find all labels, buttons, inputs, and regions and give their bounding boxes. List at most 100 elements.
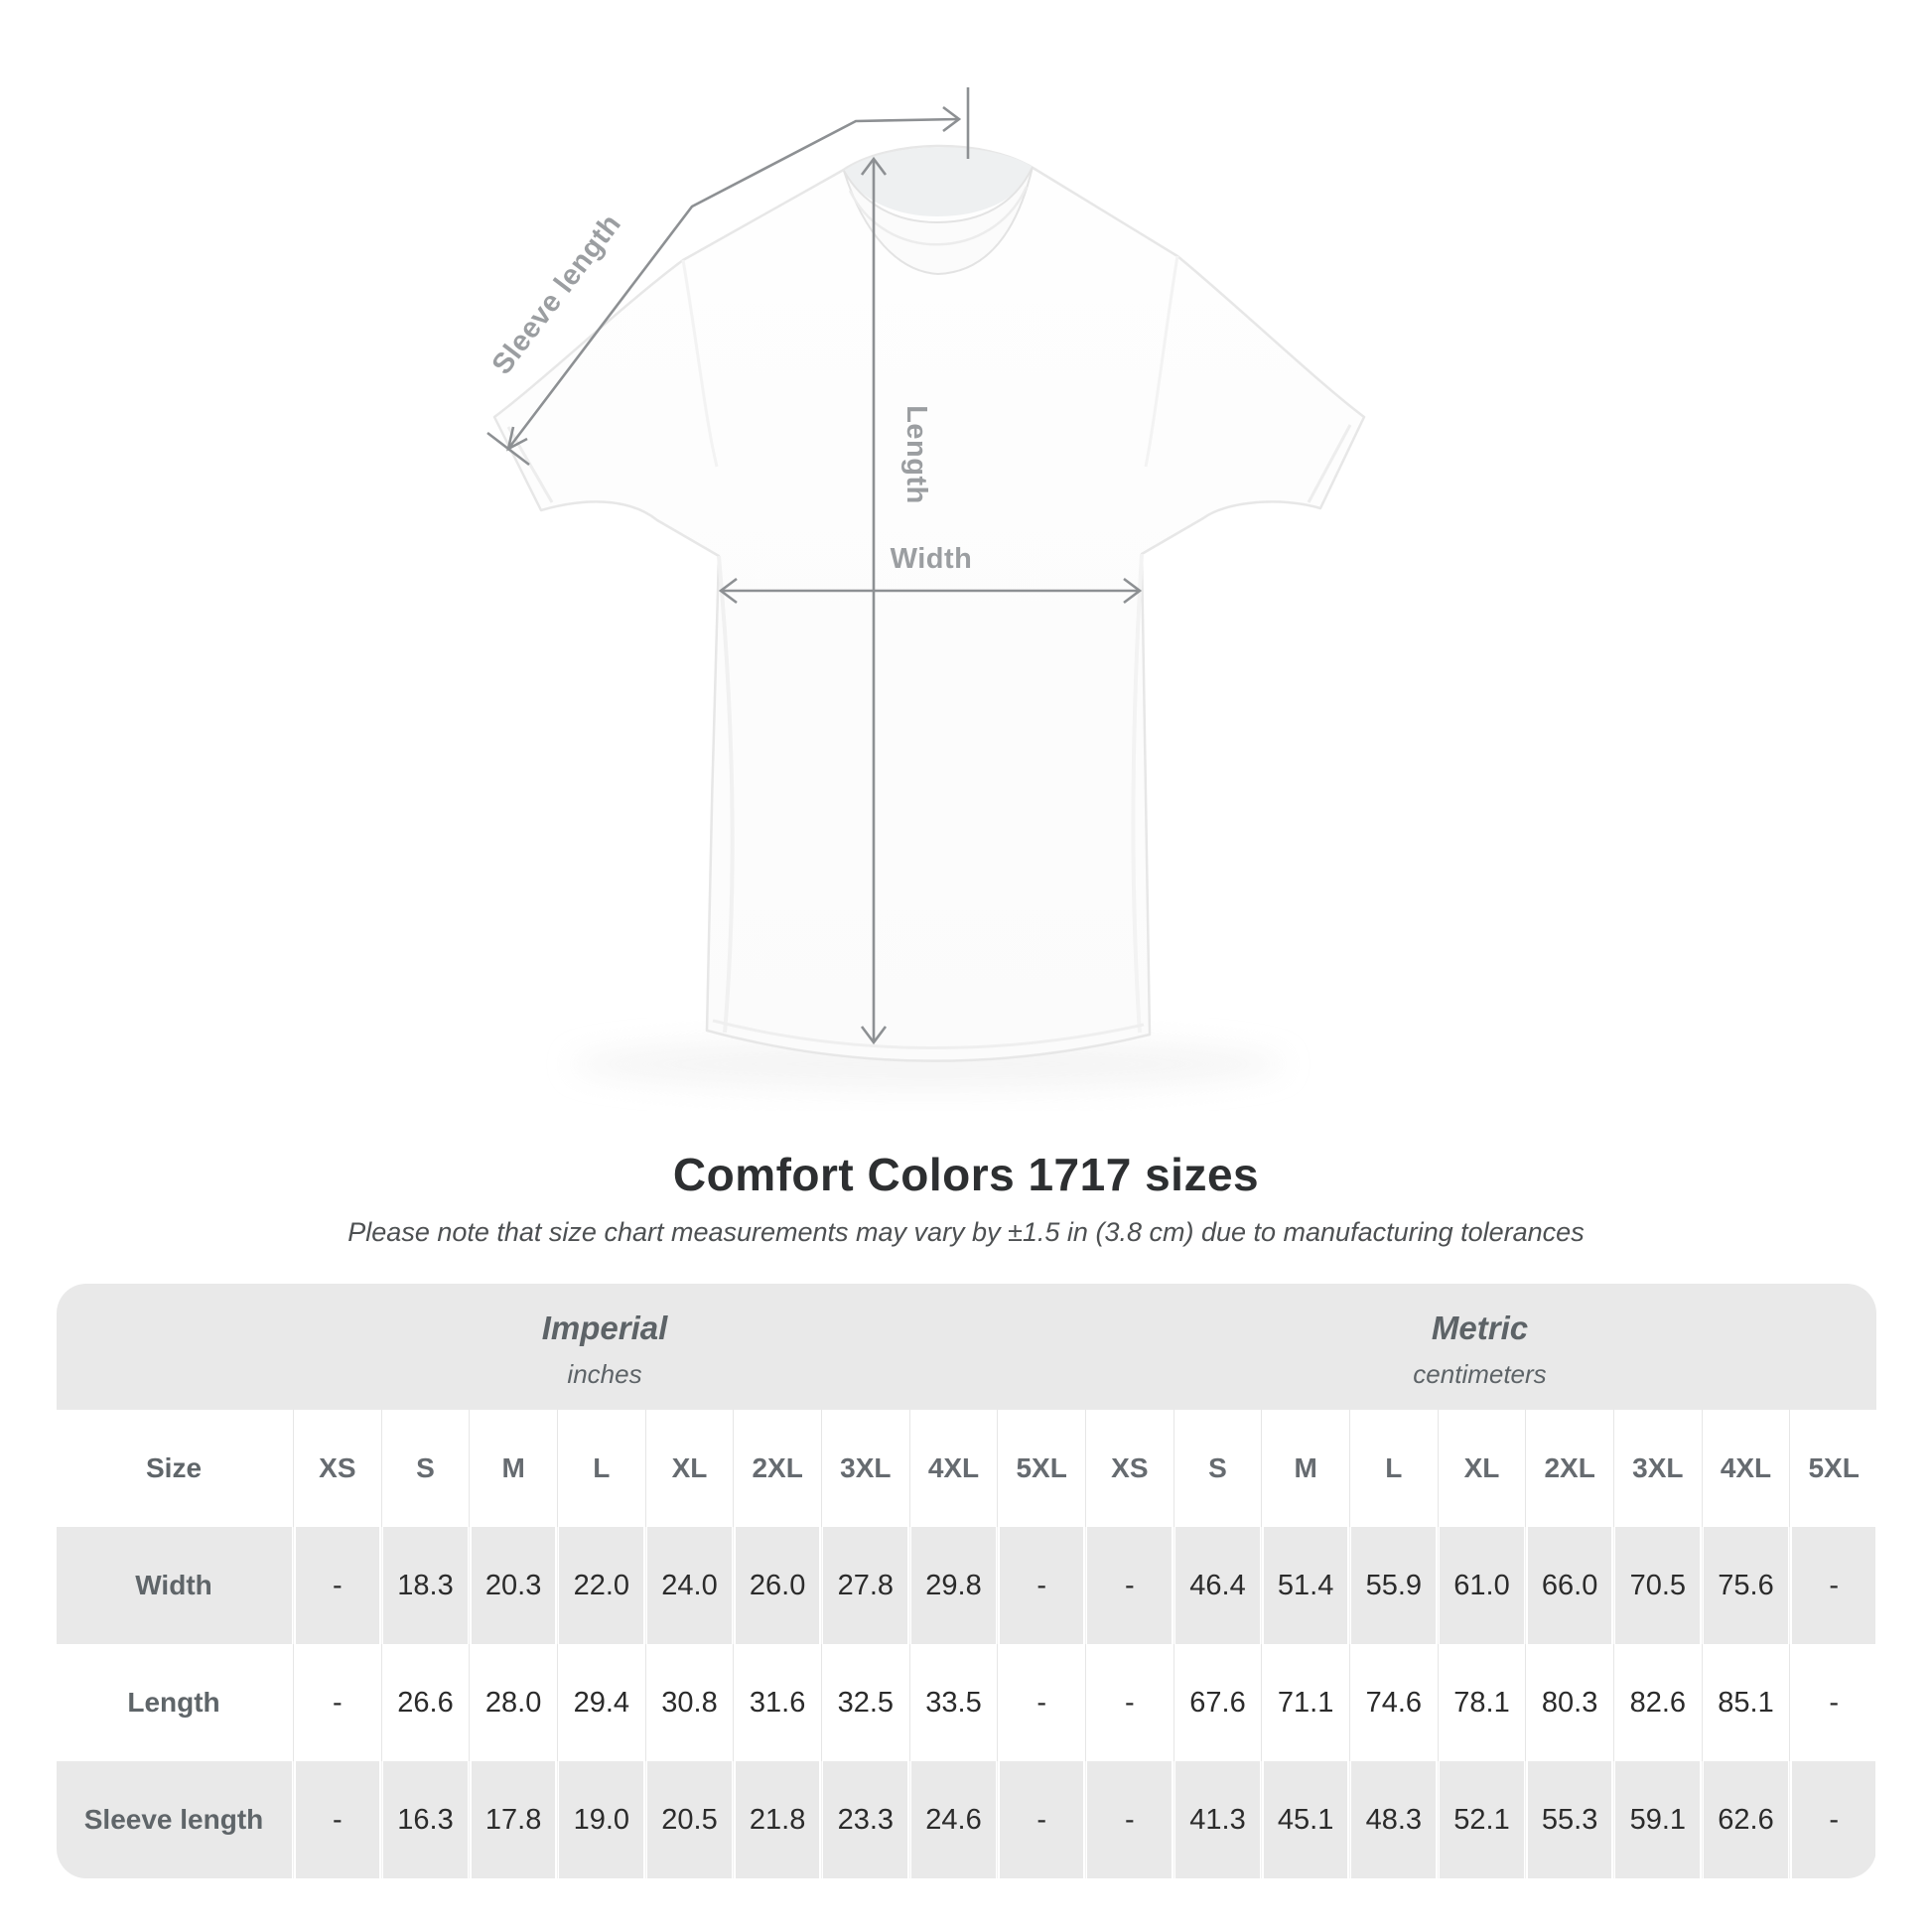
size-col-header: XL — [1437, 1410, 1524, 1527]
imperial-value-cell: 24.0 — [644, 1527, 732, 1644]
metric-value-cell: - — [1084, 1761, 1173, 1878]
metric-value-cell: - — [1084, 1527, 1173, 1644]
sleeve-length-line — [486, 87, 970, 467]
imperial-value-cell: 29.4 — [556, 1644, 644, 1761]
metric-value-cell: 74.6 — [1348, 1644, 1437, 1761]
collar — [843, 147, 1034, 276]
imperial-value-cell: 20.3 — [469, 1527, 556, 1644]
length-line — [860, 156, 888, 1045]
metric-value-cell: 80.3 — [1525, 1644, 1612, 1761]
size-column-title: Size — [56, 1410, 292, 1527]
size-col-header: 2XL — [1525, 1410, 1612, 1527]
imperial-value-cell: 21.8 — [733, 1761, 820, 1878]
imperial-value-cell: 17.8 — [469, 1761, 556, 1878]
table-row: Length -26.6 28.0 29.4 30.8 31.6 32.5 33.5- -67.… — [56, 1644, 1876, 1761]
imperial-value-cell: - — [997, 1527, 1084, 1644]
imperial-value-cell: 30.8 — [644, 1644, 732, 1761]
metric-value-cell: 82.6 — [1612, 1644, 1701, 1761]
imperial-value-cell: 20.5 — [644, 1761, 732, 1878]
metric-unit: centimeters — [1413, 1359, 1547, 1389]
metric-value-cell: 51.4 — [1261, 1527, 1348, 1644]
metric-value-cell: 48.3 — [1348, 1761, 1437, 1878]
tshirt-diagram: Sleeve length Length Width — [486, 87, 1366, 1090]
size-col-header: S — [1173, 1410, 1260, 1527]
imperial-value-cell: 33.5 — [908, 1644, 996, 1761]
imperial-value-cell: 18.3 — [380, 1527, 468, 1644]
page-title: Comfort Colors 1717 sizes — [672, 1149, 1260, 1200]
imperial-band: Imperial inches — [57, 1284, 1084, 1410]
size-col-header: XS — [293, 1410, 380, 1527]
imperial-value-cell: 19.0 — [556, 1761, 644, 1878]
metric-title: Metric — [1431, 1310, 1529, 1346]
size-col-header: L — [556, 1410, 644, 1527]
metric-value-cell: 71.1 — [1261, 1644, 1348, 1761]
imperial-value-cell: 28.0 — [469, 1644, 556, 1761]
shirt-shadow — [571, 1038, 1286, 1090]
size-col-header: XL — [644, 1410, 732, 1527]
row-label: Sleeve length — [56, 1761, 292, 1878]
imperial-value-cell: 16.3 — [380, 1761, 468, 1878]
imperial-title: Imperial — [541, 1310, 668, 1346]
size-col-header: S — [380, 1410, 468, 1527]
tshirt-graphic — [492, 144, 1366, 1062]
metric-value-cell: 78.1 — [1437, 1644, 1524, 1761]
size-col-header: 3XL — [820, 1410, 908, 1527]
imperial-value-cell: 26.0 — [733, 1527, 820, 1644]
metric-value-cell: 61.0 — [1437, 1527, 1524, 1644]
metric-value-cell: - — [1789, 1527, 1876, 1644]
imperial-value-cell: 26.6 — [380, 1644, 468, 1761]
measurement-lines — [486, 87, 1143, 1045]
metric-value-cell: 75.6 — [1701, 1527, 1788, 1644]
metric-value-cell: 66.0 — [1525, 1527, 1612, 1644]
size-col-header: 2XL — [733, 1410, 820, 1527]
imperial-value-cell: 22.0 — [556, 1527, 644, 1644]
table-row: Width -18.3 20.3 22.0 24.0 26.0 27.8 29.8- -46.4… — [56, 1527, 1876, 1644]
size-col-header: 4XL — [1701, 1410, 1788, 1527]
imperial-value-cell: 32.5 — [820, 1644, 908, 1761]
size-col-header: 5XL — [1789, 1410, 1876, 1527]
size-col-header: 4XL — [908, 1410, 996, 1527]
imperial-value-cell: 24.6 — [908, 1761, 996, 1878]
metric-value-cell: - — [1789, 1644, 1876, 1761]
size-col-header: 5XL — [997, 1410, 1084, 1527]
metric-value-cell: 55.3 — [1525, 1761, 1612, 1878]
unit-band: Imperial inches Metric centimeters — [56, 1284, 1876, 1410]
table-row: Sleeve length -16.3 17.8 19.0 20.5 21.8 23.3 24… — [56, 1761, 1876, 1878]
width-line — [718, 577, 1143, 605]
imperial-value-cell: - — [293, 1761, 380, 1878]
metric-value-cell: 70.5 — [1612, 1527, 1701, 1644]
metric-value-cell: 62.6 — [1701, 1761, 1788, 1878]
imperial-value-cell: 31.6 — [733, 1644, 820, 1761]
imperial-value-cell: - — [997, 1644, 1084, 1761]
imperial-value-cell: - — [293, 1644, 380, 1761]
imperial-value-cell: - — [997, 1761, 1084, 1878]
metric-value-cell: 59.1 — [1612, 1761, 1701, 1878]
metric-value-cell: 85.1 — [1701, 1644, 1788, 1761]
length-label: Length — [900, 405, 932, 504]
size-col-header: M — [469, 1410, 556, 1527]
metric-value-cell: 55.9 — [1348, 1527, 1437, 1644]
size-col-header: L — [1348, 1410, 1437, 1527]
metric-value-cell: 41.3 — [1173, 1761, 1260, 1878]
width-label: Width — [891, 543, 973, 575]
metric-value-cell: 52.1 — [1437, 1761, 1524, 1878]
row-label: Width — [56, 1527, 292, 1644]
imperial-value-cell: 29.8 — [908, 1527, 996, 1644]
size-chart-table: Imperial inches Metric centimeters Size X… — [56, 1284, 1876, 1878]
imperial-value-cell: 23.3 — [820, 1761, 908, 1878]
imperial-unit: inches — [567, 1359, 642, 1389]
metric-band: Metric centimeters — [1084, 1284, 1876, 1410]
metric-value-cell: 45.1 — [1261, 1761, 1348, 1878]
size-col-header: 3XL — [1612, 1410, 1701, 1527]
imperial-value-cell: 27.8 — [820, 1527, 908, 1644]
size-col-header: XS — [1084, 1410, 1173, 1527]
metric-value-cell: 46.4 — [1173, 1527, 1260, 1644]
imperial-value-cell: - — [293, 1527, 380, 1644]
metric-value-cell: 67.6 — [1173, 1644, 1260, 1761]
size-col-header: M — [1261, 1410, 1348, 1527]
size-header-row: Size XS S M L XL 2XL 3XL 4XL 5XL XS S M L XL 2XL 3XL 4XL 5… — [56, 1410, 1876, 1527]
metric-value-cell: - — [1084, 1644, 1173, 1761]
tolerance-note: Please note that size chart measurements… — [347, 1217, 1585, 1247]
row-label: Length — [56, 1644, 292, 1761]
